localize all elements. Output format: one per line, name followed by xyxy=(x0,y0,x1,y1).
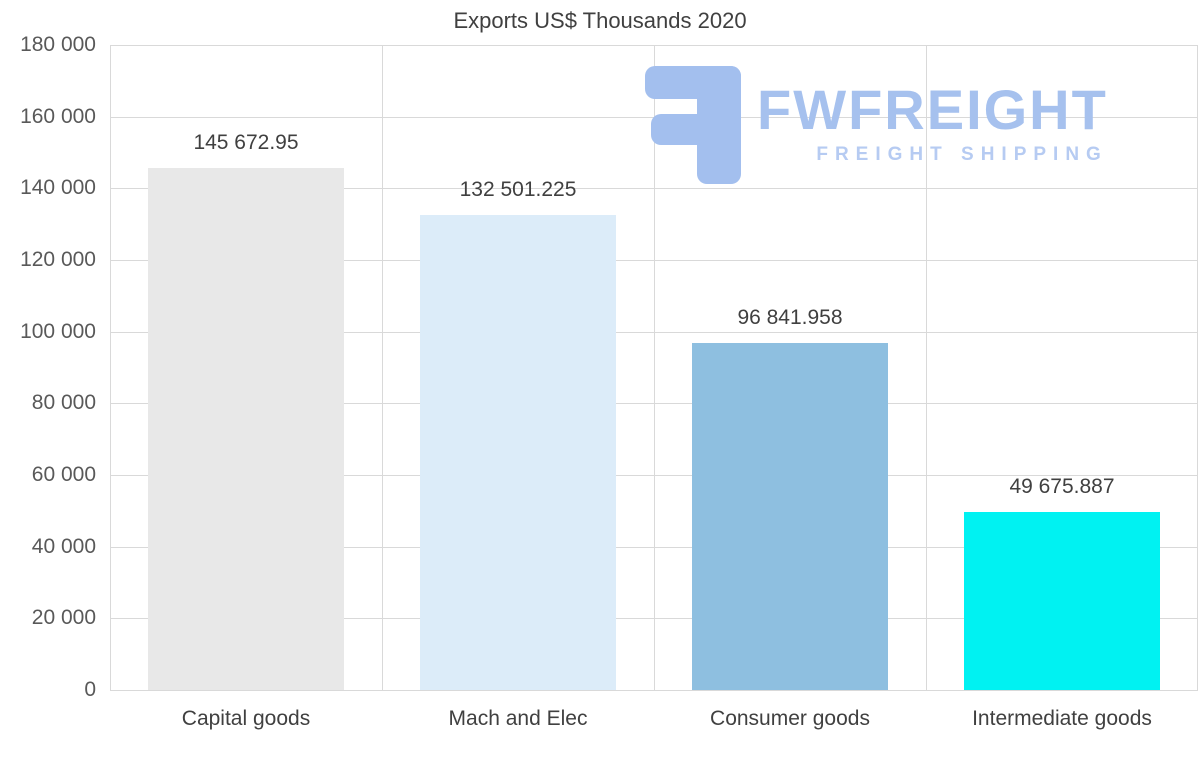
gridline-vertical xyxy=(110,45,111,690)
y-tick-label: 0 xyxy=(84,678,96,701)
fwfreight-logo-icon xyxy=(645,66,741,184)
x-category-label: Intermediate goods xyxy=(972,707,1152,730)
bar-consumer-goods xyxy=(692,342,888,690)
y-tick-label: 40 000 xyxy=(31,534,96,558)
watermark-brand: FWFREIGHT xyxy=(757,78,1108,141)
bar-capital-goods xyxy=(148,168,344,690)
y-tick-label: 120 000 xyxy=(20,248,96,271)
y-tick-label: 140 000 xyxy=(20,176,96,200)
gridline-vertical xyxy=(382,45,383,690)
chart-title: Exports US$ Thousands 2020 xyxy=(453,8,747,33)
x-category-label: Capital goods xyxy=(181,707,311,730)
y-tick-label: 100 000 xyxy=(20,319,96,343)
gridline-horizontal xyxy=(110,690,1198,691)
y-tick-label: 180 000 xyxy=(20,33,96,56)
x-category-label: Consumer goods xyxy=(710,707,870,730)
bar-value-label: 96 841.958 xyxy=(737,305,843,329)
gridline-vertical xyxy=(654,45,655,690)
bar-value-label: 132 501.225 xyxy=(459,178,577,202)
watermark: FWFREIGHT FREIGHT SHIPPING xyxy=(645,66,1108,184)
gridline-vertical xyxy=(1197,45,1198,690)
bar-intermediate-goods xyxy=(964,512,1160,690)
bar-mach-and-elec xyxy=(420,215,616,690)
watermark-tagline: FREIGHT SHIPPING xyxy=(816,144,1108,165)
plot-area: 145 672.95 132 501.225 96 841.958 49 675.88… xyxy=(110,45,1198,691)
bar-value-label: 49 675.887 xyxy=(1009,475,1115,498)
y-axis: 180 000 160 000 140 000 120 000 100 000 80 00… xyxy=(0,33,96,701)
bar-value-label: 145 672.95 xyxy=(193,131,299,155)
x-axis: Capital goods Mach and Elec Consumer goods… xyxy=(110,703,1198,735)
x-category-label: Mach and Elec xyxy=(448,707,588,730)
y-tick-label: 60 000 xyxy=(31,463,96,486)
watermark-text: FWFREIGHT FREIGHT SHIPPING xyxy=(757,66,1108,166)
y-tick-label: 80 000 xyxy=(31,391,96,415)
y-tick-label: 20 000 xyxy=(31,606,96,630)
gridline-vertical xyxy=(926,45,927,690)
y-tick-label: 160 000 xyxy=(20,104,96,128)
